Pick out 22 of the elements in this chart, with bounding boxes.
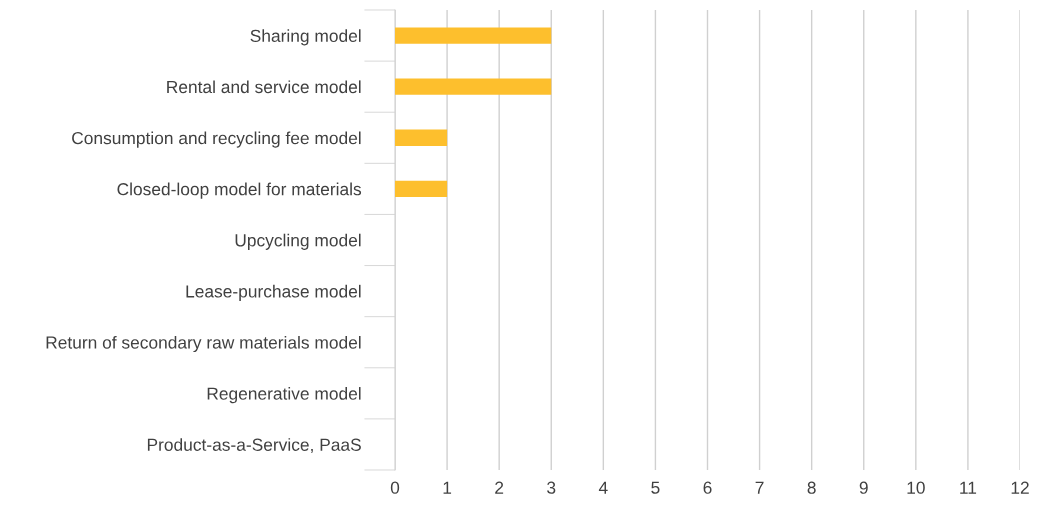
x-tick-label: 2 xyxy=(495,481,504,494)
x-tick-label: 8 xyxy=(807,481,816,494)
y-tick-label: Consumption and recycling fee model xyxy=(72,131,361,148)
x-tick-label: 9 xyxy=(859,481,868,494)
x-tick-label: 3 xyxy=(547,481,556,494)
x-tick-label: 6 xyxy=(703,481,712,494)
x-tick-label: 4 xyxy=(598,481,608,494)
x-tick-label: 12 xyxy=(1011,481,1029,494)
x-tick-label: 0 xyxy=(390,481,400,494)
x-tick-label: 7 xyxy=(755,481,764,494)
y-tick-label: Upcycling model xyxy=(235,233,361,250)
y-tick-label: Closed-loop model for materials xyxy=(117,182,362,199)
y-tick-label: Product-as-a-Service, PaaS xyxy=(147,438,361,453)
y-tick-label: Sharing model xyxy=(250,29,361,46)
x-tick-label: 11 xyxy=(960,481,977,494)
y-tick-label: Rental and service model xyxy=(167,80,361,94)
x-tick-label: 1 xyxy=(443,481,452,494)
x-tick-label: 10 xyxy=(907,481,925,494)
y-tick-label: Return of secondary raw materials model xyxy=(46,335,361,353)
x-tick-label: 5 xyxy=(651,481,660,494)
y-tick-label: Lease-purchase model xyxy=(186,284,361,301)
y-tick-label: Regenerative model xyxy=(207,387,361,404)
